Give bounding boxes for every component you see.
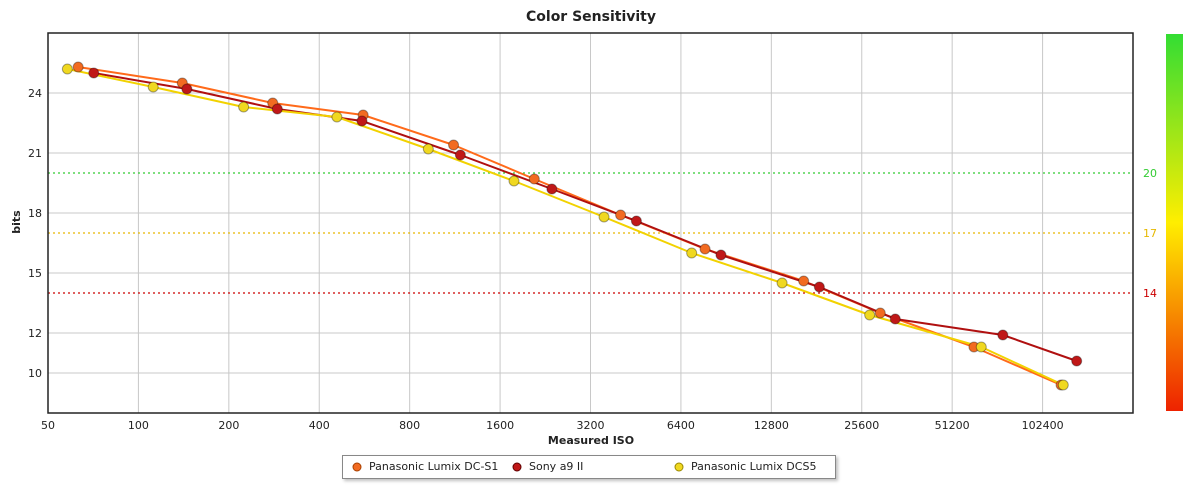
data-point-2 [1057,379,1069,391]
data-point-2 [331,111,343,123]
chart-title: Color Sensitivity [526,9,656,25]
data-point-1 [889,313,901,325]
data-point-1 [356,115,368,127]
data-point-2 [975,341,987,353]
data-point-0 [874,307,886,319]
y-tick-label: 10 [28,367,42,380]
x-tick-label: 12800 [754,419,789,432]
data-point-2 [238,101,250,113]
y-tick-label: 12 [28,327,42,340]
x-tick-label: 1600 [486,419,514,432]
data-point-0 [699,243,711,255]
x-tick-label: 200 [218,419,239,432]
series-line-1 [93,72,1078,362]
y-tick-label: 18 [28,207,42,220]
data-point-0 [448,139,460,151]
data-point-2 [598,211,610,223]
data-point-1 [546,183,558,195]
legend-marker-dcs5 [674,462,684,471]
legend-marker-s1 [352,462,362,471]
x-tick-label: 25600 [844,419,879,432]
reference-label-20: 20 [1143,167,1157,180]
data-point-1 [1071,355,1083,367]
data-point-1 [715,249,727,261]
plot-area: 50 100 200 400 800 1600 3200 6400 12800 25600 5120… [28,32,1157,432]
series-line-2 [67,68,1064,386]
data-point-1 [997,329,1009,341]
data-point-2 [147,81,159,93]
legend-item-s1[interactable]: Panasonic Lumix DC-S1 [351,460,498,473]
data-point-1 [181,83,193,95]
color-scale-bar [1166,34,1183,411]
x-tick-label: 50 [41,419,55,432]
legend-item-dcs5[interactable]: Panasonic Lumix DCS5 [673,460,816,473]
data-point-2 [776,277,788,289]
data-point-0 [615,209,627,221]
x-tick-label: 3200 [577,419,605,432]
reference-label-14: 14 [1143,287,1157,300]
y-tick-label: 21 [28,147,42,160]
y-axis-label: bits [10,210,23,234]
x-tick-label: 400 [309,419,330,432]
legend: Panasonic Lumix DC-S1 Sony a9 II Panason… [342,455,836,479]
x-axis-label: Measured ISO [548,434,634,447]
data-point-1 [630,215,642,227]
data-point-0 [798,275,810,287]
data-point-1 [271,103,283,115]
legend-marker-a9 [512,462,522,471]
legend-label-s1: Panasonic Lumix DC-S1 [369,460,499,473]
x-tick-label: 800 [399,419,420,432]
reference-label-17: 17 [1143,227,1157,240]
x-tick-label: 6400 [667,419,695,432]
y-tick-label: 24 [28,87,42,100]
data-point-1 [454,149,466,161]
legend-item-a9[interactable]: Sony a9 II [511,460,583,473]
y-tick-label: 15 [28,267,42,280]
data-point-1 [813,281,825,293]
data-point-2 [686,247,698,259]
data-point-2 [864,309,876,321]
data-point-2 [508,175,520,187]
x-tick-label: 102400 [1022,419,1064,432]
x-tick-label: 100 [128,419,149,432]
x-tick-label: 51200 [935,419,970,432]
plot-frame [47,32,1134,414]
legend-label-dcs5: Panasonic Lumix DCS5 [691,460,817,473]
data-point-1 [88,67,100,79]
data-point-0 [528,173,540,185]
data-point-2 [61,63,73,75]
legend-label-a9: Sony a9 II [529,460,584,473]
data-point-0 [72,61,84,73]
data-point-2 [422,143,434,155]
